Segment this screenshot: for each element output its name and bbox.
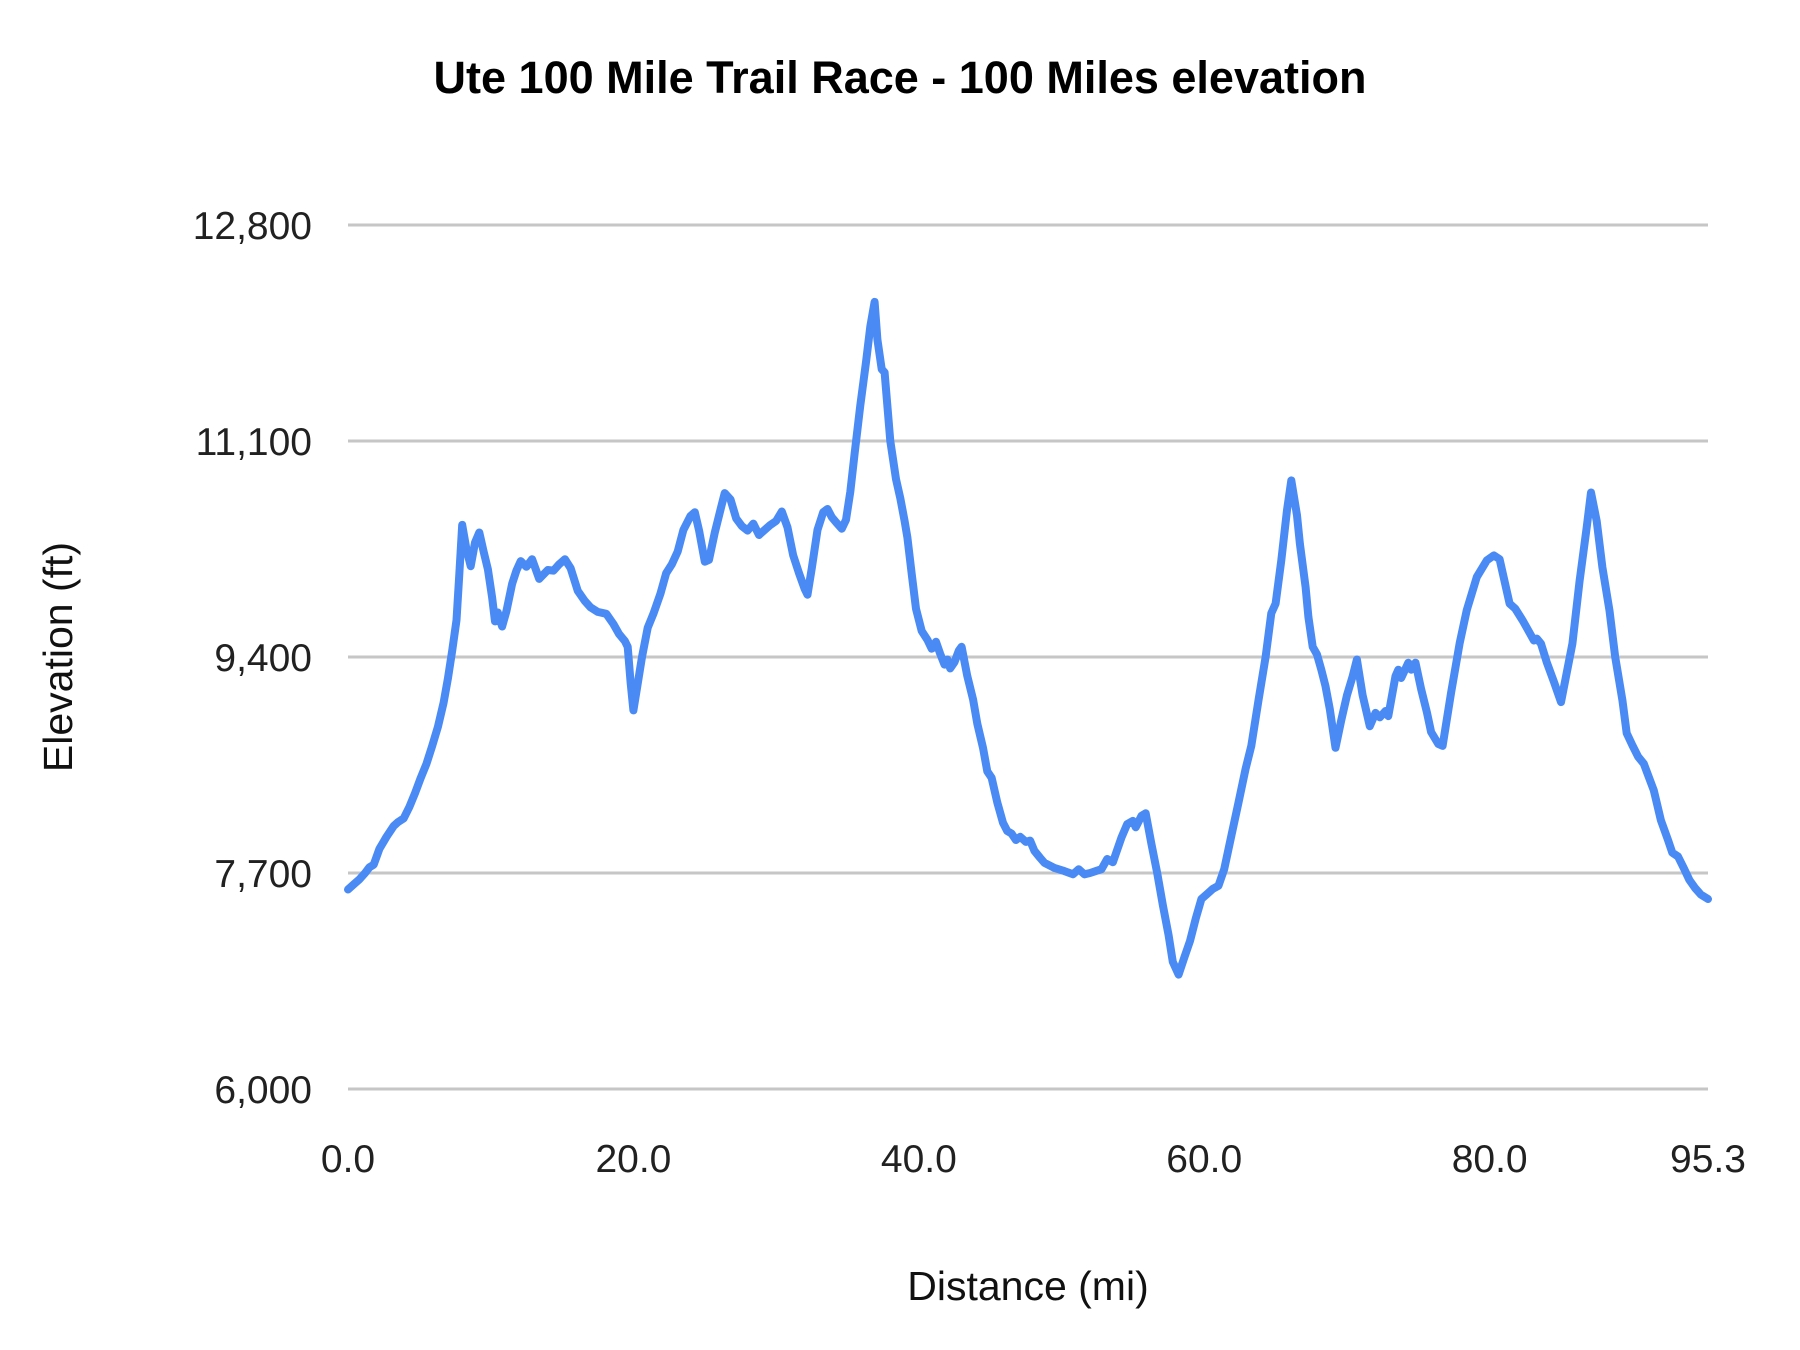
x-tick-0.0: 0.0: [321, 1138, 375, 1181]
y-tick-9,400: 9,400: [214, 637, 312, 680]
x-tick-95.3: 95.3: [1670, 1138, 1746, 1181]
gridlines: [348, 223, 1708, 1091]
y-axis-tick-labels: 6,000 7,700 9,400 11,100 12,800: [193, 205, 312, 1112]
chart-title: Ute 100 Mile Trail Race - 100 Miles elev…: [433, 52, 1367, 103]
x-axis-title: Distance (mi): [907, 1263, 1148, 1309]
x-axis-tick-labels: 0.0 20.0 40.0 60.0 80.0 95.3: [321, 1138, 1746, 1181]
x-tick-80.0: 80.0: [1452, 1138, 1528, 1181]
y-tick-7,700: 7,700: [214, 853, 312, 896]
x-tick-40.0: 40.0: [881, 1138, 957, 1181]
y-tick-6,000: 6,000: [214, 1069, 312, 1112]
y-tick-11,100: 11,100: [196, 421, 312, 464]
x-tick-20.0: 20.0: [595, 1138, 671, 1181]
y-tick-12,800: 12,800: [193, 205, 312, 248]
elevation-line: [344, 297, 1712, 979]
x-tick-60.0: 60.0: [1166, 1138, 1242, 1181]
y-axis-title: Elevation (ft): [35, 542, 81, 772]
